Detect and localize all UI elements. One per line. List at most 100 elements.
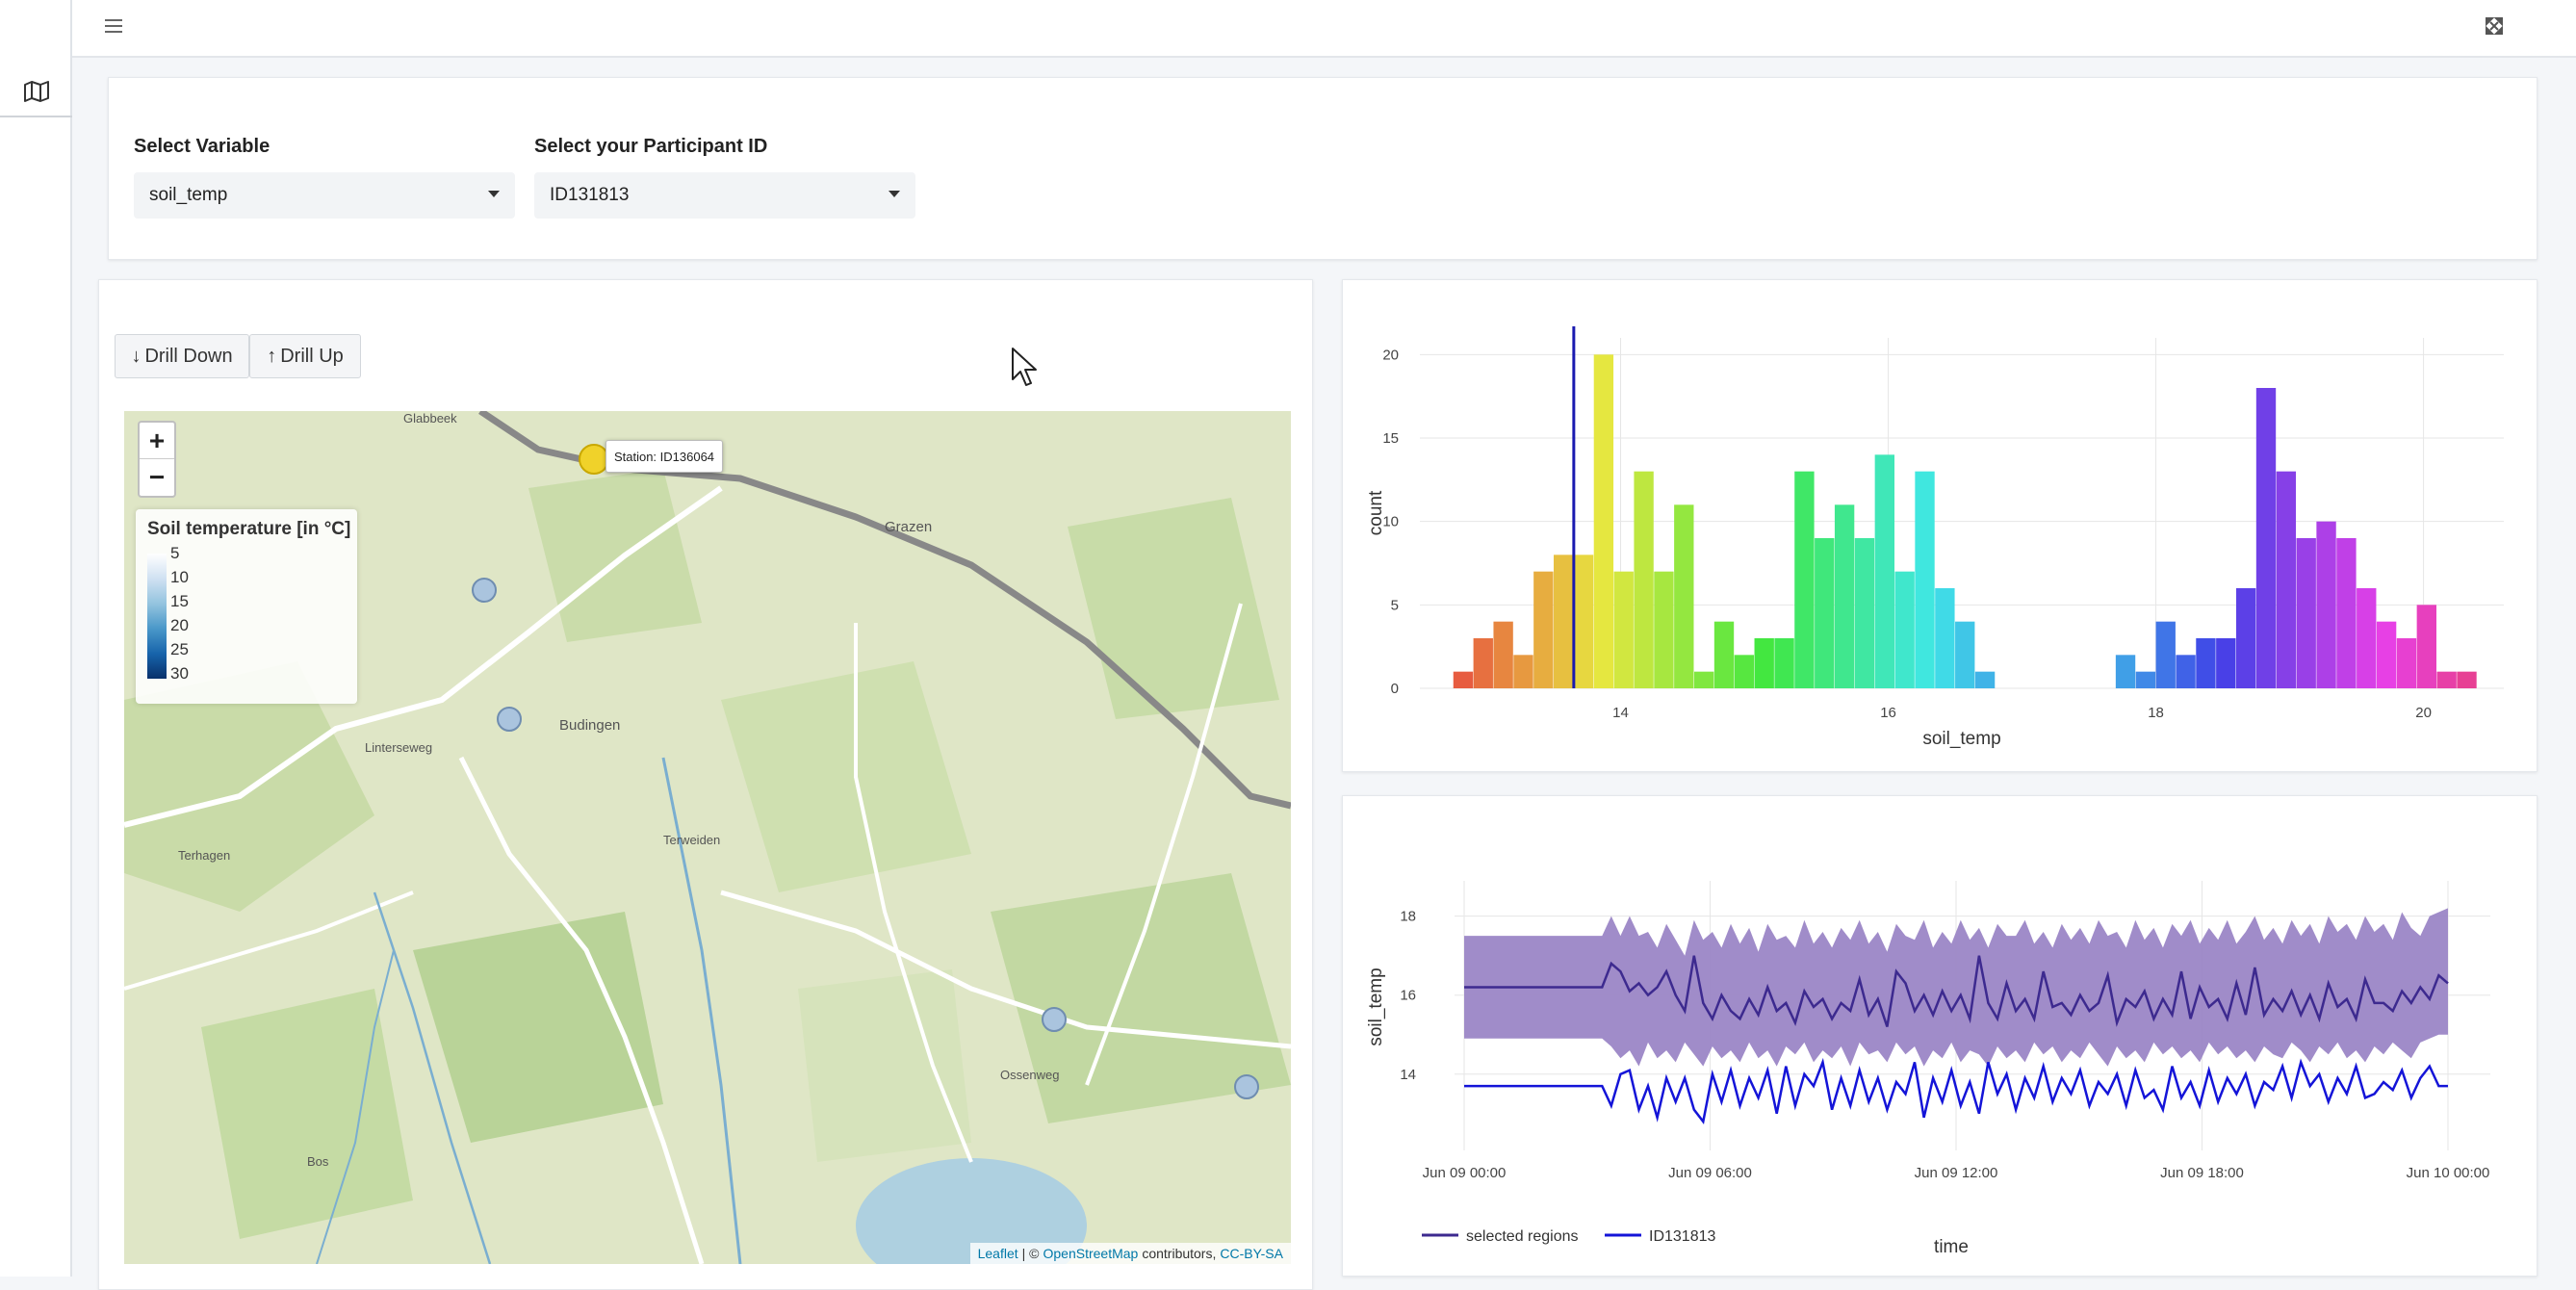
histogram-bar: [1734, 655, 1755, 688]
histogram-bar: [1794, 471, 1815, 688]
variable-label: Select Variable: [134, 136, 270, 157]
histogram-chart[interactable]: 0 5 10 15 20 14 16 18 20 soil_temp count: [1343, 280, 2538, 773]
histogram-bar: [2176, 655, 2196, 688]
place-label: Ossenweg: [1000, 1068, 1060, 1082]
map-panel: ↓ Drill Down ↑ Drill Up: [98, 279, 1313, 1290]
participant-select[interactable]: ID131813: [534, 172, 915, 219]
histogram-bar: [1654, 571, 1674, 688]
zoom-control: + −: [138, 421, 176, 498]
histogram-bar: [1955, 621, 1975, 688]
place-label: Terweiden: [663, 833, 721, 847]
histogram-bar: [1674, 504, 1694, 688]
zoom-in-button[interactable]: +: [140, 423, 174, 459]
legend-title: Soil temperature [in °C]: [147, 519, 351, 539]
histogram-bar: [2155, 621, 2176, 688]
selector-panel: Select Variable soil_temp Select your Pa…: [108, 77, 2537, 260]
histogram-bar: [2135, 671, 2156, 688]
legend-label: ID131813: [1649, 1228, 1715, 1245]
place-label: Linterseweg: [365, 740, 433, 755]
fullscreen-button[interactable]: [2480, 12, 2509, 40]
x-tick-label: Jun 09 18:00: [2160, 1165, 2244, 1181]
y-tick-label: 18: [1400, 909, 1416, 925]
place-label: Bos: [307, 1154, 329, 1169]
histogram-bar: [2235, 588, 2256, 688]
histogram-bar: [1593, 354, 1614, 688]
histogram-bar: [1473, 638, 1493, 688]
drill-down-label: Drill Down: [144, 345, 233, 367]
histogram-bar: [2457, 671, 2477, 688]
x-tick-label: Jun 09 06:00: [1668, 1165, 1752, 1181]
y-tick-label: 14: [1400, 1067, 1416, 1083]
menu-toggle-button[interactable]: [99, 12, 128, 40]
x-tick-label: 14: [1612, 705, 1629, 721]
range-band-area: [1464, 908, 2448, 1067]
x-tick-label: Jun 09 00:00: [1423, 1165, 1507, 1181]
x-axis-label: soil_temp: [1922, 729, 2000, 749]
histogram-bar: [2396, 638, 2417, 688]
legend-tick: 20: [170, 616, 189, 634]
histogram-bar: [1533, 571, 1554, 688]
y-tick-label: 15: [1382, 430, 1399, 447]
histogram-bar: [2416, 605, 2436, 688]
license-link[interactable]: CC-BY-SA: [1220, 1246, 1283, 1261]
x-tick-label: 20: [2415, 705, 2432, 721]
legend-tick: 30: [170, 664, 189, 683]
legend-color-bar: [147, 554, 167, 679]
x-tick-label: 16: [1880, 705, 1896, 721]
histogram-bar: [2296, 538, 2316, 688]
map-tiles: [124, 411, 1291, 1264]
histogram-bar: [2276, 471, 2297, 688]
histogram-bar: [1935, 588, 1955, 688]
y-axis-label: count: [1366, 490, 1386, 535]
timeseries-chart[interactable]: 14 16 18 Jun 09 00:00 Jun 09 06:00 Jun 09 12:…: [1343, 796, 2538, 1277]
legend-tick: 25: [170, 640, 189, 658]
attribution-contrib: contributors,: [1142, 1246, 1217, 1261]
leaflet-link[interactable]: Leaflet: [977, 1246, 1018, 1261]
x-axis-label: time: [1934, 1237, 1969, 1257]
variable-select-value: soil_temp: [149, 185, 228, 205]
place-label: Grazen: [885, 519, 933, 535]
histogram-bar: [1915, 471, 1935, 688]
histogram-bar: [1554, 555, 1574, 688]
histogram-bar: [1854, 538, 1875, 688]
histogram-bar: [2357, 588, 2377, 688]
variable-select[interactable]: soil_temp: [134, 172, 515, 219]
zoom-out-button[interactable]: −: [148, 462, 166, 492]
y-tick-label: 10: [1382, 514, 1399, 530]
map-attribution: Leaflet | © OpenStreetMap contributors, …: [969, 1243, 1291, 1264]
drill-up-label: Drill Up: [280, 345, 344, 367]
series-line: [1464, 955, 2449, 1027]
top-bar: [72, 0, 2576, 58]
histogram-bar: [2376, 621, 2397, 688]
histogram-bar: [1513, 655, 1533, 688]
legend-tick: 5: [170, 544, 180, 562]
histogram-bar: [1834, 504, 1855, 688]
map-icon: [23, 81, 49, 102]
series-line: [1464, 1057, 2448, 1124]
osm-link[interactable]: OpenStreetMap: [1043, 1246, 1139, 1261]
hamburger-icon: [105, 19, 122, 33]
sidebar: [0, 0, 72, 1277]
station-tooltip: Station: ID136064: [605, 440, 723, 473]
leaflet-map[interactable]: Glabbeek Grazen Budingen Terweiden Terha…: [124, 411, 1291, 1264]
sidebar-item-map[interactable]: [0, 67, 72, 117]
attribution-sep: | ©: [1021, 1246, 1040, 1261]
map-legend: Soil temperature [in °C] 5 10 15 20 25 3…: [136, 509, 357, 704]
histogram-bar: [1573, 555, 1594, 688]
drill-up-button[interactable]: ↑ Drill Up: [249, 334, 361, 378]
arrow-down-icon: ↓: [131, 345, 142, 367]
histogram-bar: [1774, 638, 1794, 688]
histogram-bar: [1874, 454, 1894, 688]
place-label: Budingen: [559, 717, 621, 734]
histogram-bar: [1493, 621, 1513, 688]
histogram-bar: [2336, 538, 2357, 688]
legend-label: selected regions: [1466, 1228, 1579, 1245]
legend-tick: 10: [170, 568, 189, 586]
histogram-bar: [1693, 671, 1714, 688]
y-tick-label: 0: [1391, 681, 1399, 697]
mouse-cursor-icon: [1012, 348, 1037, 386]
participant-label: Select your Participant ID: [534, 136, 768, 157]
x-tick-label: Jun 10 00:00: [2407, 1165, 2490, 1181]
histogram-bar: [2436, 671, 2457, 688]
drill-down-button[interactable]: ↓ Drill Down: [115, 334, 249, 378]
